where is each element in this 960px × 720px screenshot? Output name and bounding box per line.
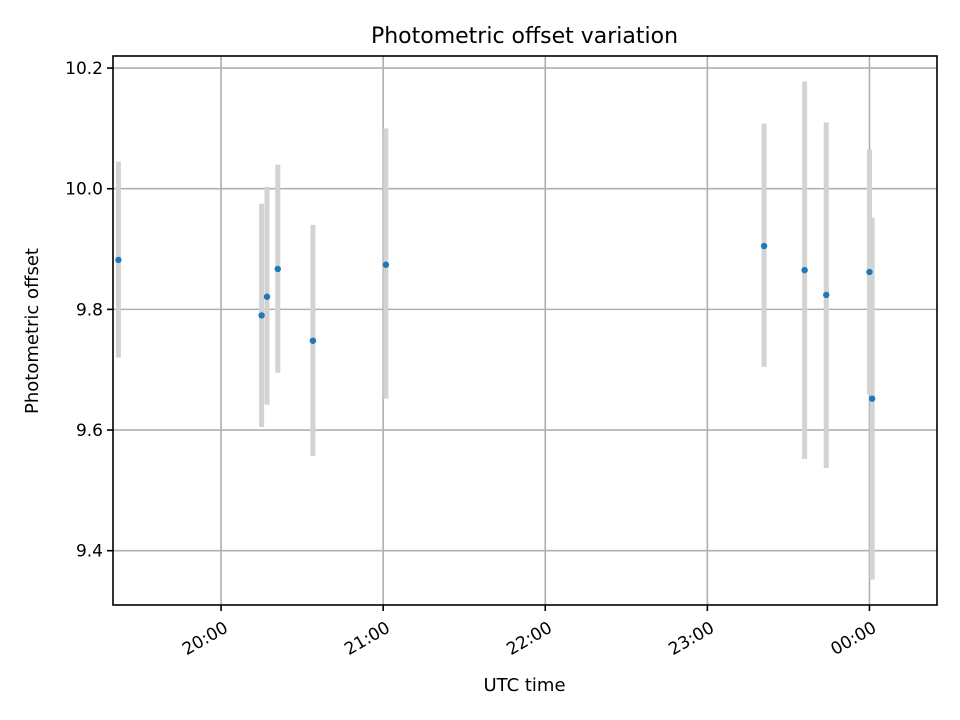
data-point: [309, 337, 317, 344]
data-point: [866, 268, 873, 276]
errorbar-layer: [115, 81, 875, 580]
data-point: [382, 261, 390, 268]
data-point: [274, 265, 281, 273]
data-point: [115, 256, 122, 264]
y-tick-label: 9.6: [76, 421, 103, 441]
grid-layer: [113, 56, 937, 605]
chart-title: Photometric offset variation: [371, 24, 678, 49]
x-tick-label: 00:00: [828, 618, 880, 660]
data-point: [801, 266, 808, 274]
data-point: [823, 291, 830, 299]
point-layer: [115, 242, 876, 402]
y-tick-label: 9.8: [76, 300, 103, 320]
data-point: [868, 395, 876, 402]
data-point: [258, 312, 265, 319]
x-tick-label: 20:00: [179, 618, 231, 660]
data-point: [760, 242, 768, 250]
y-tick-label: 10.0: [65, 180, 103, 200]
x-tick-label: 22:00: [503, 618, 555, 660]
x-tick-label: 23:00: [665, 618, 717, 660]
plot-frame: [112, 55, 938, 606]
y-tick-label: 10.2: [65, 59, 103, 79]
tick-layer: 9.4 9.6 9.8 10.0 10.2 20:00 21:00 22:00 23:00 00:…: [65, 59, 880, 660]
x-axis-label: UTC time: [483, 675, 565, 696]
data-point: [263, 293, 271, 300]
y-tick-label: 9.4: [76, 542, 103, 562]
x-tick-label: 21:00: [341, 618, 393, 660]
y-axis-label: Photometric offset: [22, 248, 43, 414]
